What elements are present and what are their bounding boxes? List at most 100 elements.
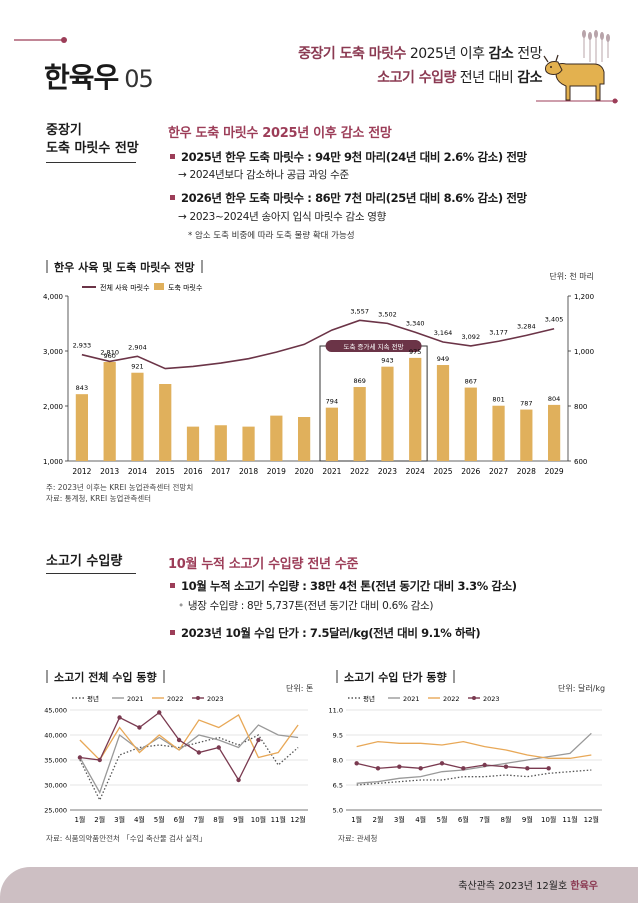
series-marker-2023 xyxy=(196,750,202,755)
x-tick-label: 6월 xyxy=(174,815,185,824)
headline-line-1: 중장기 도축 마릿수 2025년 이후 감소 전망 xyxy=(298,42,542,66)
x-tick-label: 8월 xyxy=(213,815,224,824)
bar-slaughter xyxy=(270,415,283,461)
y-tick-label: 30,000 xyxy=(44,782,67,790)
x-tick-label: 11월 xyxy=(562,815,577,824)
section1-sub-2: → 2023~2024년 송아지 입식 마릿수 감소 영향 xyxy=(178,211,386,223)
chart1-unit: 단위: 천 마리 xyxy=(549,272,594,281)
bar-slaughter xyxy=(436,365,450,461)
section1-bullet-2: 2026년 한우 도축 마릿수 : 86만 7천 마리(25년 대비 8.6% … xyxy=(170,190,527,206)
line-data-label: 3,177 xyxy=(489,328,508,336)
y-left-tick-label: 4,000 xyxy=(43,293,63,301)
x-tick-label: 10월 xyxy=(541,815,556,824)
section2-label: 소고기 수입량 xyxy=(46,554,123,569)
bar-data-label: 869 xyxy=(353,377,365,385)
section2-label-underline xyxy=(46,573,136,574)
line-data-label: 3,092 xyxy=(461,333,480,341)
y-left-tick-label: 1,000 xyxy=(43,458,63,466)
x-tick-label: 3월 xyxy=(394,815,405,824)
section1-label-line2: 도축 마릿수 전망 xyxy=(46,141,139,156)
section2-title: 10월 누적 소고기 수입량 전년 수준 xyxy=(168,557,359,572)
legend-label: 2023 xyxy=(483,695,500,703)
y-tick-label: 6.5 xyxy=(333,782,343,790)
series-marker-2023 xyxy=(176,737,182,743)
chart3-title: 소고기 수입 단가 동향 xyxy=(336,669,455,685)
bar-slaughter xyxy=(409,357,422,461)
bar-data-label: 794 xyxy=(326,398,338,406)
x-tick-label: 2019 xyxy=(267,467,286,476)
section1-label: 중장기 도축 마릿수 전망 xyxy=(46,122,139,158)
bar-data-label: 960 xyxy=(103,352,115,360)
chart3-svg: 평년 2021 2022 2023 5.0 6.5 8.0 9.5 11.0 1월 2월 3월 4월 5월… xyxy=(329,694,602,824)
x-tick-label: 2028 xyxy=(517,467,536,476)
x-tick-label: 2020 xyxy=(295,467,314,476)
bar-slaughter xyxy=(520,409,533,461)
section1-label-line1: 중장기 xyxy=(46,123,82,138)
legend-label: 평년 xyxy=(363,694,375,703)
y-tick-label: 9.5 xyxy=(333,732,343,740)
series-marker-2023 xyxy=(354,761,359,766)
x-tick-label: 2016 xyxy=(183,467,202,476)
bar-slaughter xyxy=(131,372,144,461)
chart2-source: 자료: 식품의약품안전처 「수입 축산물 검사 실적」 xyxy=(46,834,207,843)
line-data-label: 2,933 xyxy=(73,342,92,350)
line-data-label: 2,810 xyxy=(100,348,119,356)
bar-slaughter xyxy=(186,426,200,461)
bar-slaughter xyxy=(492,405,505,461)
headline-1b: 2025년 이후 xyxy=(409,46,485,62)
series-line-2022 xyxy=(356,741,592,759)
bar-slaughter xyxy=(298,417,311,461)
series-marker-2023 xyxy=(546,766,551,771)
bar-data-label: 943 xyxy=(381,357,393,365)
chart1-source-line1: 주: 2023년 이후는 KREI 농업관측센터 전망치 xyxy=(46,483,194,492)
bar-data-label: 975 xyxy=(409,348,421,356)
section1-sub-1: → 2024년보다 감소하나 공급 과잉 수준 xyxy=(178,169,349,181)
bar-slaughter xyxy=(242,426,255,461)
chart1-source-line2: 자료: 통계청, KREI 농업관측센터 xyxy=(46,494,152,503)
headline-2b: 전년 대비 xyxy=(459,70,514,86)
x-tick-label: 9월 xyxy=(522,815,533,824)
bar-slaughter xyxy=(214,425,227,461)
x-tick-label: 2023 xyxy=(378,467,397,476)
bar-data-label: 787 xyxy=(520,400,532,408)
line-data-label: 3,340 xyxy=(406,319,425,327)
legend-label-slaughter: 도축 마릿수 xyxy=(168,283,203,292)
section2-sub-1-text: 냉장 수입량 : 8만 5,737톤(전년 동기간 대비 0.6% 감소) xyxy=(187,600,434,612)
section1-note: * 암소 도축 비중에 따라 도축 물량 확대 가능성 xyxy=(188,231,355,241)
footer-text: 축산관측 2023년 12월호 한육우 xyxy=(458,877,598,892)
chart1-svg: 전체 사육 마릿수 도축 마릿수 1,000 2,000 3,000 4,000 600 80… xyxy=(43,283,594,476)
section2-bullet-2: 2023년 10월 수입 단가 : 7.5달러/kg(전년 대비 9.1% 하락… xyxy=(170,625,481,641)
bar-slaughter xyxy=(159,384,172,461)
bar-slaughter xyxy=(381,366,394,461)
series-marker-2023 xyxy=(236,777,241,783)
x-tick-label: 2017 xyxy=(211,467,230,476)
series-marker-2023 xyxy=(216,745,221,750)
line-data-label: 3,164 xyxy=(434,329,453,337)
legend-label: 2022 xyxy=(167,695,184,703)
series-marker-2023 xyxy=(461,766,466,771)
series-line-2022 xyxy=(79,714,299,762)
series-marker-2023 xyxy=(439,761,445,766)
series-marker-2023 xyxy=(137,725,142,730)
x-tick-label: 2022 xyxy=(350,467,369,476)
series-marker-2023 xyxy=(482,762,487,768)
legend-label-total: 전체 사육 마릿수 xyxy=(100,283,150,292)
x-tick-label: 4월 xyxy=(134,815,145,824)
x-tick-label: 2024 xyxy=(406,467,425,476)
series-marker-2023 xyxy=(256,737,261,743)
series-marker-2023 xyxy=(375,766,381,771)
y-tick-label: 45,000 xyxy=(44,707,67,715)
series-marker-2023 xyxy=(77,755,83,760)
line-data-label: 3,284 xyxy=(517,322,536,330)
bar-slaughter xyxy=(464,387,477,461)
footer-issue: 축산관측 2023년 12월호 xyxy=(458,881,568,892)
header-decoration xyxy=(14,37,67,43)
chart2-svg: 평년 2021 2022 2023 25,000 30,000 35,000 40,000 45… xyxy=(44,694,308,824)
x-tick-label: 1월 xyxy=(351,815,362,824)
y-tick-label: 35,000 xyxy=(44,757,67,765)
x-tick-label: 2015 xyxy=(156,467,175,476)
x-tick-label: 2월 xyxy=(373,815,384,824)
footer: 축산관측 2023년 12월호 한육우 xyxy=(0,867,638,903)
bar-slaughter xyxy=(353,387,366,461)
series-marker-2023 xyxy=(157,710,162,715)
